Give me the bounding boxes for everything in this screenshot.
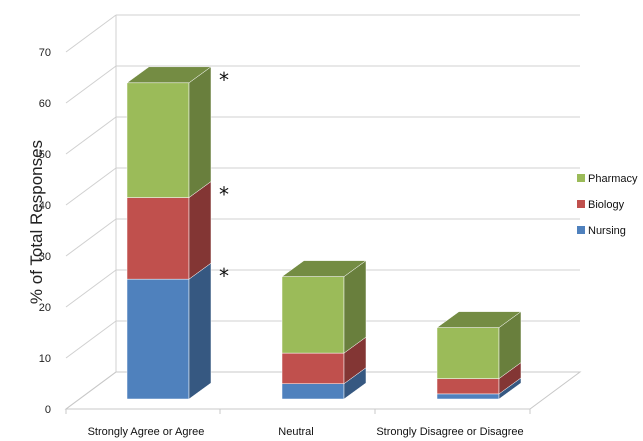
annotations: * * * (219, 68, 229, 288)
gridline-wall (65, 320, 117, 359)
y-axis-title: % of Total Responses (27, 140, 46, 304)
bar-stack (436, 311, 522, 400)
bar-segment-nursing (436, 393, 500, 400)
y-tick-label: 20 (39, 302, 51, 314)
legend-item: Biology (577, 199, 625, 211)
legend-label: Biology (588, 199, 625, 211)
bar-stack (281, 260, 367, 400)
bar-side-biology (188, 181, 212, 280)
legend-swatch (577, 200, 585, 208)
bar-segment-pharmacy (126, 82, 190, 198)
legend-label: Pharmacy (588, 173, 638, 185)
category-label: Strongly Disagree or Disagree (376, 426, 523, 438)
y-tick-label: 70 (39, 47, 51, 59)
legend: Pharmacy Biology Nursing (577, 173, 638, 237)
significance-asterisk: * (219, 183, 229, 207)
legend-label: Nursing (588, 225, 626, 237)
bar-top-pharmacy (281, 260, 367, 277)
legend-swatch (577, 226, 585, 234)
bar-side-pharmacy (188, 66, 212, 199)
gridline-wall (65, 269, 117, 308)
bar-segment-pharmacy (281, 276, 345, 354)
category-labels: Strongly Agree or Agree Neutral Strongly D… (88, 426, 524, 438)
bars (126, 66, 522, 400)
category-label: Strongly Agree or Agree (88, 426, 205, 438)
bar-segment-nursing (126, 278, 190, 400)
significance-asterisk: * (219, 68, 229, 92)
category-label: Neutral (278, 426, 313, 438)
y-tick-labels: 0 10 20 30 40 50 60 70 (39, 47, 51, 416)
gridline-wall (65, 14, 117, 53)
legend-item: Nursing (577, 225, 626, 237)
y-tick-label: 60 (39, 98, 51, 110)
gridline-wall (65, 65, 117, 104)
bar-top-pharmacy (126, 66, 212, 84)
bar-segment-biology (281, 352, 345, 384)
bar-top-pharmacy (436, 311, 522, 328)
bar-segment-biology (436, 378, 500, 395)
y-tick-label: 40 (39, 200, 51, 212)
y-tick-label: 50 (39, 149, 51, 161)
legend-item: Pharmacy (577, 173, 638, 185)
y-tick-label: 10 (39, 353, 51, 365)
y-tick-label: 30 (39, 251, 51, 263)
bar-segment-pharmacy (436, 327, 500, 379)
significance-asterisk: * (219, 264, 229, 288)
y-tick-label: 0 (45, 404, 51, 416)
bar-stack (126, 66, 212, 400)
bar-segment-biology (126, 197, 190, 280)
legend-swatch (577, 174, 585, 182)
gridline-wall (65, 116, 117, 155)
bar-segment-nursing (281, 383, 345, 400)
bar-side-nursing (188, 262, 212, 400)
gridline-wall (65, 218, 117, 257)
gridline-wall (65, 167, 117, 206)
